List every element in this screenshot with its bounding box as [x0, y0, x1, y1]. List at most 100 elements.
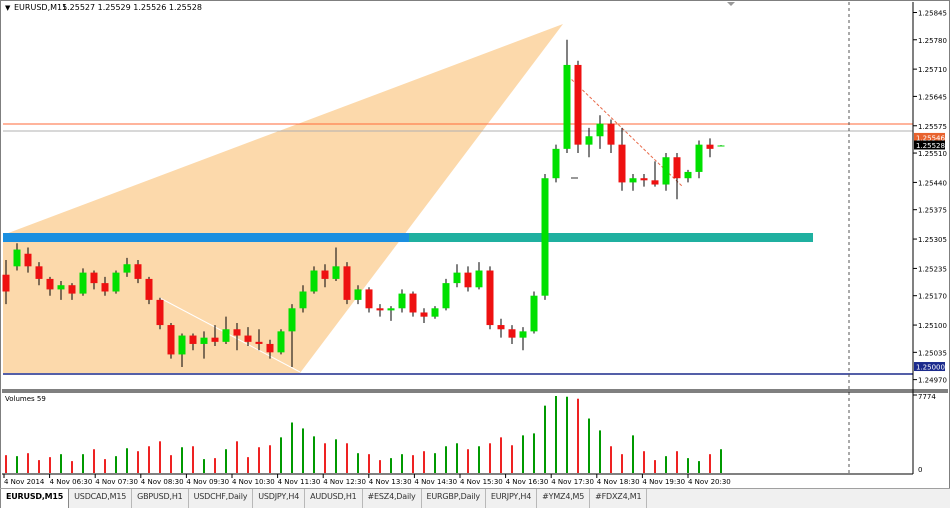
- chart-canvas[interactable]: ▼ EURUSD,M15 1.25527 1.25529 1.25526 1.2…: [0, 0, 950, 490]
- price-axis-label: 1.25710: [918, 66, 947, 74]
- price-highlight-label: 1.25546: [916, 134, 945, 142]
- symbol-tab[interactable]: USDCHF,Daily: [189, 489, 254, 508]
- zone-band-blue[interactable]: [3, 233, 409, 242]
- candle-body: [24, 253, 32, 267]
- candle-body: [365, 289, 373, 309]
- candle-body: [310, 270, 318, 292]
- candle-body: [266, 343, 274, 353]
- candle-body: [90, 272, 98, 284]
- volumes-zero-label: 0: [918, 466, 922, 474]
- price-axis-label: 1.25305: [918, 236, 947, 244]
- time-axis-label: 4 Nov 09:30: [186, 478, 229, 486]
- candle-body: [112, 272, 120, 292]
- candle-body: [431, 308, 439, 317]
- header-arrow-icon[interactable]: ▼: [5, 4, 11, 12]
- price-highlight-box: [914, 362, 945, 372]
- candle-body: [453, 272, 461, 284]
- candle-body: [409, 293, 417, 313]
- candle-body: [585, 136, 593, 145]
- price-axis-label: 1.25235: [918, 265, 947, 273]
- symbol-tab[interactable]: #FDXZ4,M1: [590, 489, 648, 508]
- candle-body: [167, 325, 175, 355]
- price-axis[interactable]: 1.25845 1.25780 1.25710 1.25645 1.25575 1.255…: [913, 9, 947, 385]
- price-highlight-label: 1.25528: [916, 142, 945, 150]
- trendline-white: [159, 297, 301, 373]
- candle-body: [475, 270, 483, 288]
- symbol-tab[interactable]: GBPUSD,H1: [132, 489, 189, 508]
- candle-body: [596, 123, 604, 137]
- candle-body: [486, 270, 494, 326]
- candle-body: [519, 331, 527, 338]
- time-axis-label: 4 Nov 2014: [4, 478, 45, 486]
- symbol-tab[interactable]: USDJPY,H4: [253, 489, 306, 508]
- symbol-tab[interactable]: #YMZ4,M5: [537, 489, 591, 508]
- candle-body: [145, 278, 153, 300]
- candle-body: [387, 308, 395, 311]
- candle-body: [662, 157, 670, 185]
- symbol-tab[interactable]: EURJPY,H4: [486, 489, 538, 508]
- candle-body: [376, 308, 384, 311]
- candles-layer: [2, 39, 725, 368]
- candle-body: [563, 64, 571, 149]
- volumes-max-label: 7774: [918, 393, 936, 401]
- price-axis-label: 1.24970: [918, 377, 947, 385]
- time-axis-label: 4 Nov 20:30: [688, 478, 731, 486]
- candle-body: [332, 266, 340, 279]
- time-axis-label: 4 Nov 16:30: [506, 478, 549, 486]
- candle-body: [46, 278, 54, 290]
- symbol-tab[interactable]: EURGBP,Daily: [422, 489, 486, 508]
- symbol-tab[interactable]: AUDUSD,H1: [305, 489, 363, 508]
- price-highlight-box: [914, 132, 945, 142]
- price-axis-label: 1.25170: [918, 293, 947, 301]
- candle-body: [442, 283, 450, 309]
- candle-body: [156, 299, 164, 326]
- time-axis[interactable]: 4 Nov 2014 4 Nov 06:30 4 Nov 07:30 4 Nov 08…: [3, 474, 731, 486]
- time-axis-label: 4 Nov 19:30: [642, 478, 685, 486]
- candle-body: [695, 144, 703, 172]
- price-axis-label: 1.25440: [918, 179, 947, 187]
- candle-body: [464, 272, 472, 288]
- chart-shift-marker[interactable]: [727, 2, 735, 6]
- price-axis-label: 1.25100: [918, 322, 947, 330]
- symbol-tab-bar: EURUSD,M15 USDCAD,M15 GBPUSD,H1 USDCHF,Dail…: [0, 488, 950, 508]
- candle-body: [189, 335, 197, 344]
- candle-body: [134, 264, 142, 279]
- candle-body: [299, 291, 307, 309]
- candle-body: [629, 178, 637, 183]
- candle-body: [35, 266, 43, 279]
- candle-body: [68, 285, 76, 294]
- price-highlight-label: 1.25000: [916, 364, 945, 372]
- time-axis-label: 4 Nov 15:30: [460, 478, 503, 486]
- symbol-tab[interactable]: EURUSD,M15: [0, 489, 70, 508]
- candle-body: [255, 341, 263, 344]
- price-axis-label: 1.25780: [918, 37, 947, 45]
- candle-body: [200, 337, 208, 344]
- time-axis-label: 4 Nov 17:30: [551, 478, 594, 486]
- candle-body: [640, 178, 648, 181]
- candle-body: [497, 325, 505, 330]
- candle-body: [79, 272, 87, 294]
- candle-body: [574, 64, 582, 145]
- candle-body: [717, 145, 725, 147]
- candle-body: [13, 249, 21, 267]
- time-axis-label: 4 Nov 12:30: [323, 478, 366, 486]
- time-axis-label: 4 Nov 10:30: [232, 478, 275, 486]
- candle-body: [101, 283, 109, 292]
- time-axis-label: 4 Nov 06:30: [50, 478, 93, 486]
- candle-body: [530, 295, 538, 332]
- candle-body: [541, 178, 549, 296]
- time-axis-label: 4 Nov 14:30: [414, 478, 457, 486]
- candle-body: [123, 264, 131, 273]
- price-axis-label: 1.25035: [918, 349, 947, 357]
- candle-body: [398, 293, 406, 309]
- symbol-tab[interactable]: USDCAD,M15: [69, 489, 133, 508]
- candle-body: [552, 148, 560, 179]
- candle-body: [607, 123, 615, 145]
- zone-band-teal[interactable]: [409, 233, 813, 242]
- candle-body: [222, 329, 230, 342]
- candle-body: [673, 157, 681, 179]
- candle-body: [508, 329, 516, 338]
- volume-bars-layer: [5, 396, 722, 473]
- symbol-tab[interactable]: #ESZ4,Daily: [363, 489, 422, 508]
- candle-body: [57, 285, 65, 290]
